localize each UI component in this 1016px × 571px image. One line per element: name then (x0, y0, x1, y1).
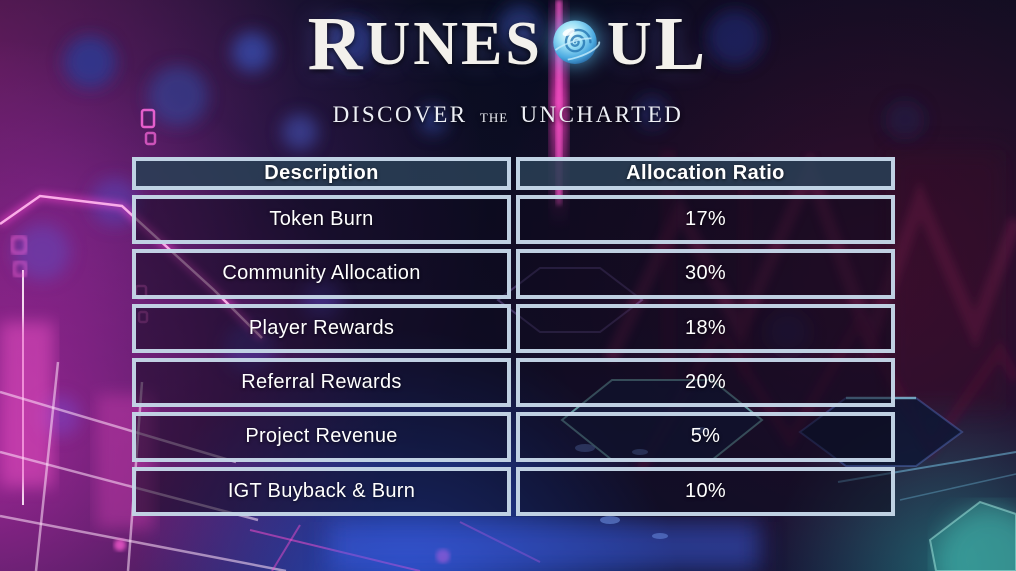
ratio-cell: 10% (516, 466, 895, 516)
column-header-description: Description (132, 157, 511, 190)
tagline-word-the: THE (479, 110, 509, 125)
logo-text-r: R (307, 2, 366, 86)
description-cell: Token Burn (132, 195, 511, 245)
description-cell: Referral Rewards (132, 357, 511, 408)
table-row: Project Revenue 5% (132, 412, 895, 462)
ratio-cell: 20% (516, 357, 895, 408)
table-header-row: Description Allocation Ratio (132, 157, 895, 190)
swirl-orb-icon (546, 15, 604, 77)
logo-text-l: L (654, 2, 709, 86)
table-row: IGT Buyback & Burn 10% (132, 466, 895, 516)
ratio-cell: 5% (516, 412, 895, 462)
table-row: Referral Rewards 20% (132, 357, 895, 408)
bottom-wireframe (114, 427, 760, 571)
ratio-cell: 18% (516, 303, 895, 353)
logo-text-u: U (606, 10, 655, 78)
table-row: Token Burn 17% (132, 195, 895, 245)
ratio-cell: 30% (516, 249, 895, 299)
description-cell: Project Revenue (132, 412, 511, 462)
table-row: Community Allocation 30% (132, 249, 895, 299)
allocation-table: Description Allocation Ratio Token Burn … (127, 152, 900, 521)
tagline-word-discover: DISCOVER (332, 102, 468, 127)
tagline-word-uncharted: UNCHARTED (520, 102, 684, 127)
description-cell: Player Rewards (132, 303, 511, 353)
logo-text-unes: UNES (365, 10, 543, 78)
logo-title: R UNES U L (0, 6, 1016, 82)
column-header-allocation-ratio: Allocation Ratio (516, 157, 895, 190)
tagline: DISCOVER THE UNCHARTED (0, 102, 1016, 128)
table-row: Player Rewards 18% (132, 303, 895, 353)
description-cell: Community Allocation (132, 249, 511, 299)
description-cell: IGT Buyback & Burn (132, 466, 511, 516)
ratio-cell: 17% (516, 195, 895, 245)
